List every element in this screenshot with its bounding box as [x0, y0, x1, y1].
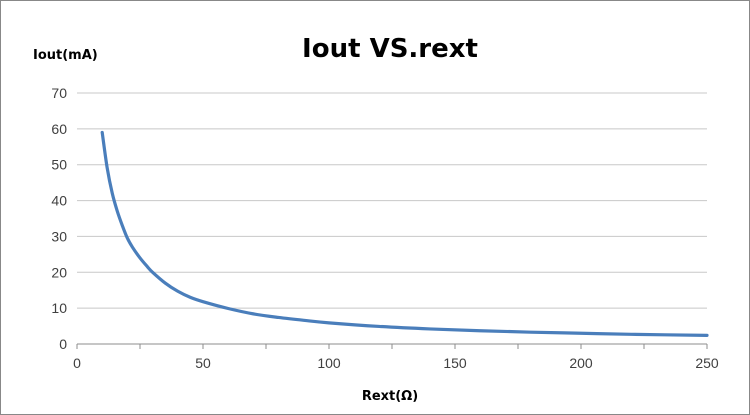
x-tick-label: 150 [443, 355, 467, 371]
y-tick-label: 60 [51, 121, 67, 137]
tick-labels: 0 10 20 30 40 50 60 70 0 50 100 150 200 250 [51, 85, 718, 371]
x-axis-title: Rext(Ω) [362, 389, 418, 404]
y-tick-label: 70 [51, 85, 67, 101]
x-tick-label: 200 [569, 355, 593, 371]
series-line [100, 130, 709, 337]
y-tick-label: 20 [51, 264, 67, 280]
x-tick-label: 50 [195, 355, 211, 371]
x-tick-label: 100 [317, 355, 341, 371]
y-tick-label: 0 [59, 336, 67, 352]
grid-lines [77, 92, 707, 309]
y-tick-label: 40 [51, 193, 67, 209]
y-tick-label: 50 [51, 157, 67, 173]
y-axis-title: Iout(mA) [33, 48, 98, 63]
axes [76, 343, 708, 349]
y-tick-label: 10 [51, 300, 67, 316]
chart-title: Iout VS.rext [302, 34, 478, 64]
y-tick-label: 30 [51, 228, 67, 244]
series-layer [100, 130, 709, 337]
x-tick-label: 0 [73, 355, 81, 371]
x-tick-label: 250 [695, 355, 719, 371]
